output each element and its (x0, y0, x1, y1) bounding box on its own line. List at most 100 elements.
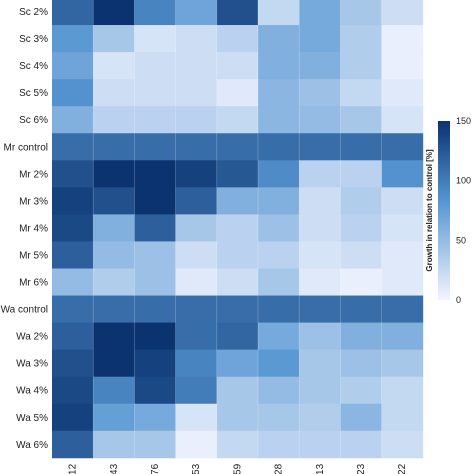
heatmap-cell (340, 79, 382, 107)
heatmap-cell (216, 241, 259, 269)
heatmap-cell (93, 403, 135, 432)
heatmap-cell (93, 241, 135, 269)
heatmap-cell (381, 241, 424, 269)
heatmap-cell (299, 214, 341, 242)
heatmap-cell (93, 268, 135, 296)
heatmap-cell (381, 214, 424, 242)
row-label: Sc 2% (19, 7, 48, 18)
heatmap-cell (299, 349, 341, 378)
heatmap-cell (340, 160, 382, 188)
heatmap-cell (175, 430, 218, 459)
heatmap-cell (134, 403, 176, 432)
heatmap-cell (216, 79, 259, 107)
heatmap-cell (93, 160, 135, 188)
heatmap-cell (381, 160, 424, 188)
column-label: i923 (356, 463, 367, 474)
colorbar-gradient (438, 121, 450, 300)
heatmap-cell (299, 295, 341, 323)
row-label: Sc 5% (19, 88, 48, 99)
heatmap-cell (134, 268, 176, 296)
heatmap-cell (93, 25, 135, 53)
heatmap-cell (52, 268, 94, 296)
heatmap-cell (134, 295, 176, 323)
heatmap-cell (299, 187, 341, 215)
heatmap-cell (52, 295, 94, 323)
heatmap-cell (258, 187, 300, 215)
row-label: Mr control (4, 142, 48, 153)
heatmap-cell (216, 133, 259, 161)
column-label: i922 (397, 463, 408, 474)
heatmap-cell (134, 187, 176, 215)
colorbar-title: Growth in relation to control [%] (425, 149, 434, 272)
heatmap-cell (381, 268, 424, 296)
row-label: Sc 4% (19, 61, 48, 72)
heatmap-cell (258, 0, 300, 26)
heatmap-cell (134, 241, 176, 269)
heatmap-cell (258, 349, 300, 378)
heatmap-cell (134, 25, 176, 53)
row-label: Mr 2% (19, 169, 48, 180)
heatmap-cell (175, 241, 218, 269)
heatmap-cell (340, 376, 382, 405)
row-label: Sc 6% (19, 115, 48, 126)
row-label: Mr 4% (19, 223, 48, 234)
row-label: Wa control (1, 305, 48, 316)
heatmap-cell (175, 160, 218, 188)
heatmap-cell (299, 403, 341, 432)
heatmap-cell (381, 0, 424, 26)
row-label: Mr 5% (19, 250, 48, 261)
column-label: i212 (68, 463, 79, 474)
heatmap-cell (175, 322, 218, 351)
heatmap-cell (175, 295, 218, 323)
heatmap-cell (175, 106, 218, 134)
heatmap-cell (258, 160, 300, 188)
heatmap-cell (134, 322, 176, 351)
heatmap-cell (216, 349, 259, 378)
heatmap-cell (258, 322, 300, 351)
heatmap-cell (52, 160, 94, 188)
heatmap-cell (175, 187, 218, 215)
heatmap-cell (93, 430, 135, 459)
column-label: 543 (109, 463, 120, 474)
heatmap-cell (52, 0, 94, 26)
heatmap-cell (93, 349, 135, 378)
heatmap-cell (134, 133, 176, 161)
colorbar-tick-label: 100 (456, 176, 471, 186)
heatmap-cell (299, 160, 341, 188)
heatmap-cell (134, 160, 176, 188)
heatmap-cells (52, 0, 424, 459)
heatmap-cell (381, 133, 424, 161)
heatmap-cell (52, 106, 94, 134)
heatmap-cell (381, 25, 424, 53)
row-label: Wa 2% (16, 332, 48, 343)
heatmap-cell (299, 79, 341, 107)
heatmap-cell (134, 349, 176, 378)
heatmap-cell (134, 430, 176, 459)
heatmap-cell (299, 106, 341, 134)
heatmap-cell (258, 25, 300, 53)
heatmap-cell (93, 187, 135, 215)
heatmap-cell (340, 430, 382, 459)
row-labels: Sc 2% Sc 3% Sc 4% Sc 5% Sc 6% Mr control Mr 2%… (1, 7, 49, 451)
heatmap-cell (258, 241, 300, 269)
heatmap-cell (381, 106, 424, 134)
colorbar-tick-label: 50 (456, 235, 466, 245)
heatmap-cell (175, 133, 218, 161)
colorbar-tick-label: 0 (456, 295, 461, 305)
row-label: Wa 6% (16, 440, 48, 451)
heatmap-cell (52, 322, 94, 351)
column-label: '853 (191, 463, 202, 474)
heatmap-cell (52, 187, 94, 215)
heatmap-cell (258, 430, 300, 459)
heatmap-cell (299, 0, 341, 26)
heatmap-cell (216, 214, 259, 242)
heatmap-cell (258, 106, 300, 134)
heatmap-cell (134, 376, 176, 405)
colorbar: 0 50 100 150 Growth in relation to control … (425, 116, 471, 305)
heatmap-cell (216, 376, 259, 405)
heatmap-cell (258, 214, 300, 242)
heatmap-cell (216, 268, 259, 296)
heatmap-cell (52, 376, 94, 405)
heatmap-cell (216, 160, 259, 188)
heatmap-cell (299, 241, 341, 269)
